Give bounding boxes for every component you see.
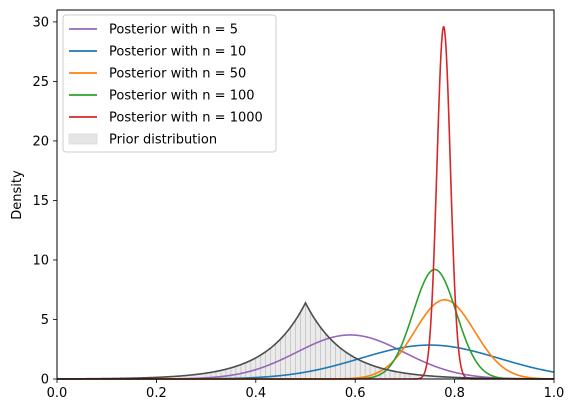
y-tick-label: 30: [32, 15, 49, 30]
x-tick-label: 0.4: [245, 386, 266, 401]
y-tick-label: 20: [32, 134, 49, 149]
x-tick-label: 0.0: [47, 386, 68, 401]
prior-fill-layer: [57, 302, 554, 379]
y-tick-label: 10: [32, 253, 49, 268]
y-tick-label: 5: [41, 313, 49, 328]
x-axis: 0.0 0.2 0.4 0.6 0.8 1.0: [47, 379, 565, 401]
y-axis-label: Density: [10, 170, 25, 220]
x-tick-label: 0.2: [146, 386, 167, 401]
y-tick-label: 0: [41, 373, 49, 388]
legend-label-prior: Prior distribution: [109, 133, 217, 148]
legend-label-4: Posterior with n = 1000: [109, 111, 263, 126]
x-tick-label: 1.0: [544, 386, 565, 401]
y-tick-label: 15: [32, 194, 49, 209]
x-tick-label: 0.6: [345, 386, 366, 401]
legend: Posterior with n = 5 Posterior with n = 1…: [62, 14, 277, 153]
legend-label-3: Posterior with n = 100: [109, 89, 255, 104]
plot-frame: [56, 9, 555, 380]
legend-label-1: Posterior with n = 10: [109, 45, 246, 60]
prior-distribution-line: [57, 301, 554, 380]
y-axis: 0 5 10 15 20 25 30: [32, 15, 57, 388]
legend-label-0: Posterior with n = 5: [109, 23, 238, 38]
legend-swatch-prior: [68, 133, 98, 145]
y-tick-label: 25: [32, 75, 49, 90]
legend-box: [62, 14, 277, 153]
legend-label-2: Posterior with n = 50: [109, 67, 246, 82]
x-tick-label: 0.8: [444, 386, 465, 401]
